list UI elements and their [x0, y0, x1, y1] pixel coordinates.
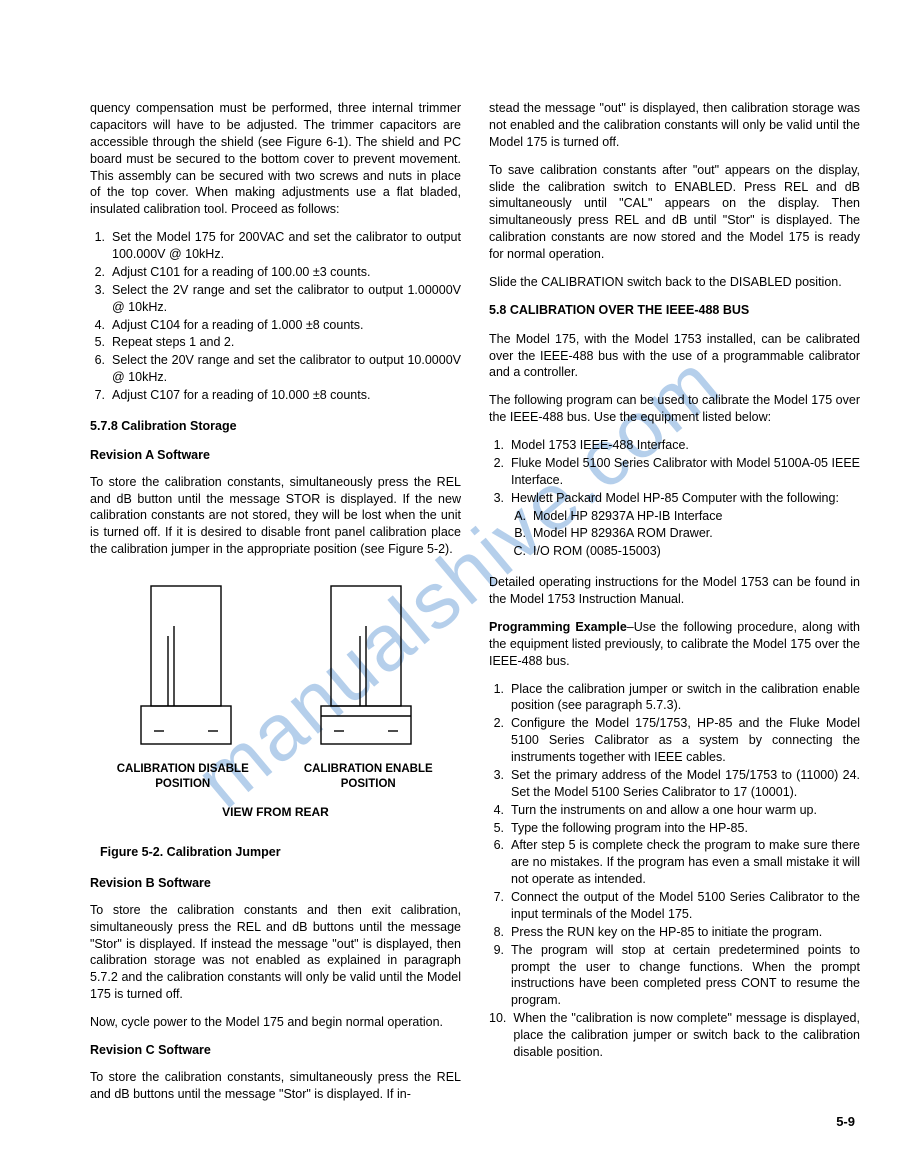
list-text: Configure the Model 175/1753, HP-85 and … — [511, 715, 860, 766]
fig-caption: Figure 5-2. Calibration Jumper — [100, 844, 461, 861]
list-text: Set the primary address of the Model 175… — [511, 767, 860, 801]
list-text: Connect the output of the Model 5100 Ser… — [511, 889, 860, 923]
revC-para: To store the calibration constants, simu… — [90, 1069, 461, 1103]
list-num: 9. — [489, 942, 511, 1010]
list-text: When the "calibration is now complete" m… — [513, 1010, 860, 1061]
intro-para: quency compensation must be performed, t… — [90, 100, 461, 218]
list-num: A. — [513, 508, 533, 525]
list-num: B. — [513, 525, 533, 542]
list-num: 7. — [489, 889, 511, 923]
list-num: 3. — [489, 490, 511, 507]
fig-view-label: VIEW FROM REAR — [90, 804, 461, 820]
right-p3: Slide the CALIBRATION switch back to the… — [489, 274, 860, 291]
list-text: Fluke Model 5100 Series Calibrator with … — [511, 455, 860, 489]
programming-example: Programming Example–Use the following pr… — [489, 619, 860, 670]
list-num: 2. — [489, 715, 511, 766]
fig-label-enable: CALIBRATION ENABLE POSITION — [279, 762, 457, 792]
list-num: 3. — [90, 282, 112, 316]
revA-para: To store the calibration constants, simu… — [90, 474, 461, 558]
right-p5: The following program can be used to cal… — [489, 392, 860, 426]
prog-lead: Programming Example — [489, 620, 627, 634]
list-text: Model 1753 IEEE-488 Interface. — [511, 437, 860, 454]
list-num: 5. — [90, 334, 112, 351]
heading-revA: Revision A Software — [90, 447, 461, 464]
list-num: 3. — [489, 767, 511, 801]
list-num: C. — [513, 543, 533, 560]
list-text: Turn the instruments on and allow a one … — [511, 802, 860, 819]
list-text: Adjust C107 for a reading of 10.000 ±8 c… — [112, 387, 461, 404]
right-p1: stead the message "out" is displayed, th… — [489, 100, 860, 151]
equipment-list: 1.Model 1753 IEEE-488 Interface. 2.Fluke… — [489, 437, 860, 560]
list-num: 6. — [489, 837, 511, 888]
page-number: 5-9 — [836, 1113, 855, 1131]
list-text: Press the RUN key on the HP-85 to initia… — [511, 924, 860, 941]
heading-578: 5.7.8 Calibration Storage — [90, 418, 461, 435]
list-text: Repeat steps 1 and 2. — [112, 334, 461, 351]
list-text: Adjust C104 for a reading of 1.000 ±8 co… — [112, 317, 461, 334]
revB-para2: Now, cycle power to the Model 175 and be… — [90, 1014, 461, 1031]
list-num: 5. — [489, 820, 511, 837]
list-text: Select the 2V range and set the calibrat… — [112, 282, 461, 316]
procedure-list-1: 1.Set the Model 175 for 200VAC and set t… — [90, 229, 461, 404]
heading-revC: Revision C Software — [90, 1042, 461, 1059]
list-text: Type the following program into the HP-8… — [511, 820, 860, 837]
list-text: The program will stop at certain predete… — [511, 942, 860, 1010]
list-text: Model HP 82936A ROM Drawer. — [533, 525, 860, 542]
list-text: Place the calibration jumper or switch i… — [511, 681, 860, 715]
list-num: 1. — [90, 229, 112, 263]
heading-58: 5.8 CALIBRATION OVER THE IEEE-488 BUS — [489, 302, 860, 319]
list-num: 7. — [90, 387, 112, 404]
list-num: 8. — [489, 924, 511, 941]
fig-label-disable: CALIBRATION DISABLE POSITION — [94, 762, 272, 792]
right-p4: The Model 175, with the Model 1753 insta… — [489, 331, 860, 382]
list-text: Set the Model 175 for 200VAC and set the… — [112, 229, 461, 263]
list-num: 2. — [90, 264, 112, 281]
cal-jumper-diagram — [106, 576, 446, 756]
list-text: Adjust C101 for a reading of 100.00 ±3 c… — [112, 264, 461, 281]
list-text: Model HP 82937A HP-IB Interface — [533, 508, 860, 525]
page-columns: quency compensation must be performed, t… — [90, 100, 860, 1103]
list-text: After step 5 is complete check the progr… — [511, 837, 860, 888]
right-p6: Detailed operating instructions for the … — [489, 574, 860, 608]
list-num: 10. — [489, 1010, 513, 1061]
list-text: Select the 20V range and set the calibra… — [112, 352, 461, 386]
list-num: 6. — [90, 352, 112, 386]
list-text: Hewlett Packard Model HP-85 Computer wit… — [511, 490, 860, 507]
right-p2: To save calibration constants after "out… — [489, 162, 860, 263]
revB-para1: To store the calibration constants and t… — [90, 902, 461, 1003]
procedure-list-3: 1.Place the calibration jumper or switch… — [489, 681, 860, 1061]
list-num: 1. — [489, 437, 511, 454]
list-num: 4. — [489, 802, 511, 819]
list-num: 4. — [90, 317, 112, 334]
list-num: 2. — [489, 455, 511, 489]
heading-revB: Revision B Software — [90, 875, 461, 892]
figure-5-2: CALIBRATION DISABLE POSITION CALIBRATION… — [90, 576, 461, 861]
list-num: 1. — [489, 681, 511, 715]
list-text: I/O ROM (0085-15003) — [533, 543, 860, 560]
